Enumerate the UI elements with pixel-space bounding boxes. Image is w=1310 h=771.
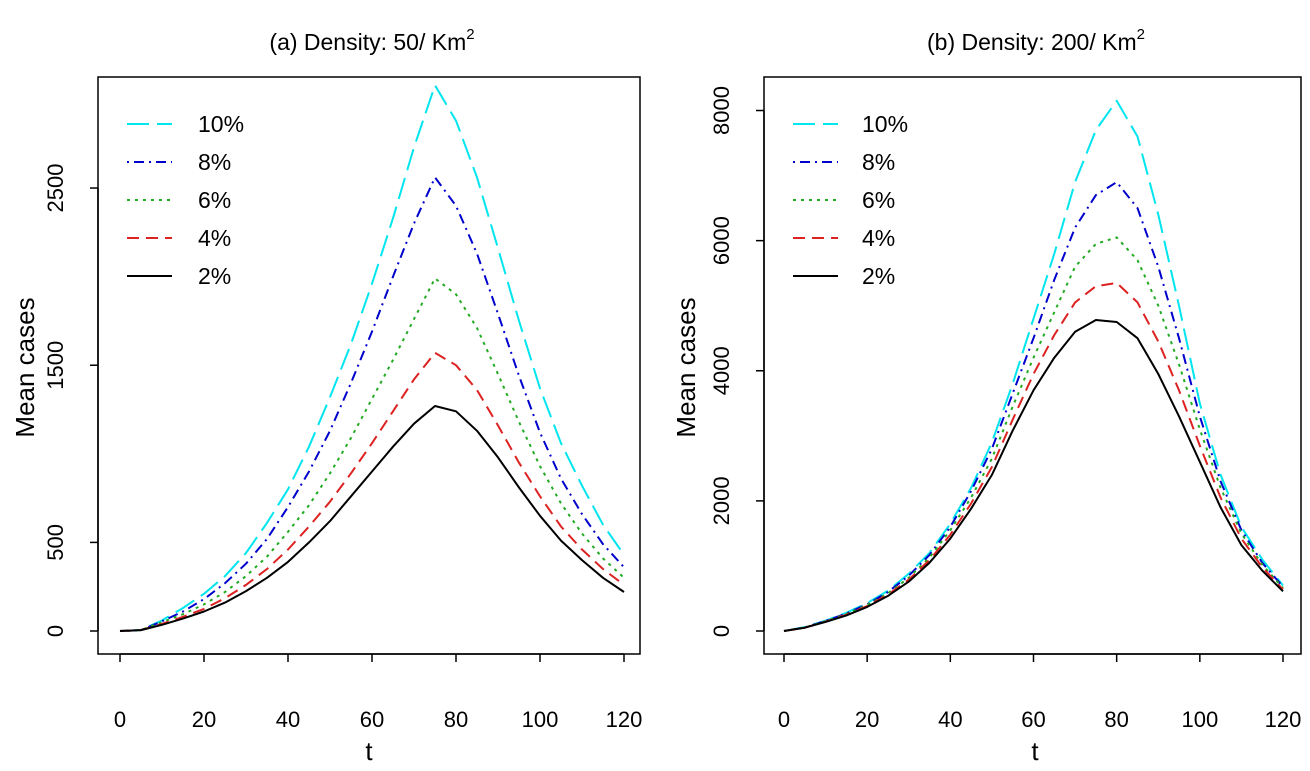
series-line-10pct <box>783 99 1284 632</box>
series-line-4pct <box>783 281 1284 632</box>
x-tick-label: 0 <box>114 707 126 732</box>
legend-label: 2% <box>198 263 231 289</box>
series-line-2pct <box>783 319 1284 632</box>
x-tick-label: 120 <box>1265 707 1302 732</box>
x-tick-label: 100 <box>1181 707 1218 732</box>
x-axis-label: t <box>365 736 373 766</box>
chart-title-text: (b) Density: 200/ Km <box>927 29 1137 55</box>
y-tick-label: 2000 <box>709 476 734 525</box>
series-line-10pct <box>119 84 625 632</box>
y-tick-label: 6000 <box>709 216 734 265</box>
y-tick-label: 2500 <box>43 164 68 213</box>
legend-label: 10% <box>198 111 244 137</box>
series-line-2pct <box>119 405 625 632</box>
chart-title: (a) Density: 50/ Km2 <box>269 26 474 55</box>
x-tick-label: 40 <box>938 707 962 732</box>
series-line-8pct <box>783 181 1284 632</box>
legend-label: 6% <box>198 187 231 213</box>
y-axis-label: Mean cases <box>10 297 40 437</box>
legend-label: 6% <box>862 187 895 213</box>
legend-label: 4% <box>862 225 895 251</box>
y-tick-label: 0 <box>43 625 68 637</box>
y-tick-label: 1500 <box>43 341 68 390</box>
legend-label: 8% <box>198 149 231 175</box>
x-tick-label: 40 <box>276 707 300 732</box>
plot-frame <box>763 76 1302 655</box>
y-axis-label: Mean cases <box>671 297 701 437</box>
plot-frame <box>97 76 641 655</box>
series-line-6pct <box>783 236 1284 632</box>
y-tick-label: 8000 <box>709 86 734 135</box>
chart-title-text: (a) Density: 50/ Km <box>269 29 466 55</box>
x-tick-label: 20 <box>192 707 216 732</box>
chart-title-superscript: 2 <box>1137 26 1145 43</box>
x-tick-label: 60 <box>360 707 384 732</box>
series-line-6pct <box>119 277 625 632</box>
x-tick-label: 80 <box>1104 707 1128 732</box>
x-tick-label: 60 <box>1021 707 1045 732</box>
series-line-8pct <box>119 176 625 632</box>
chart-title-superscript: 2 <box>466 26 474 43</box>
y-tick-label: 0 <box>709 625 734 637</box>
legend-label: 2% <box>862 263 895 289</box>
x-tick-label: 100 <box>522 707 559 732</box>
x-tick-label: 120 <box>606 707 643 732</box>
x-tick-label: 80 <box>444 707 468 732</box>
y-tick-label: 500 <box>43 524 68 561</box>
y-tick-label: 4000 <box>709 346 734 395</box>
chart-title: (b) Density: 200/ Km2 <box>927 26 1145 55</box>
legend-label: 4% <box>198 225 231 251</box>
series-line-4pct <box>119 351 625 632</box>
legend-label: 8% <box>862 149 895 175</box>
x-tick-label: 0 <box>778 707 790 732</box>
x-tick-label: 20 <box>855 707 879 732</box>
legend-label: 10% <box>862 111 908 137</box>
x-axis-label: t <box>1031 736 1039 766</box>
